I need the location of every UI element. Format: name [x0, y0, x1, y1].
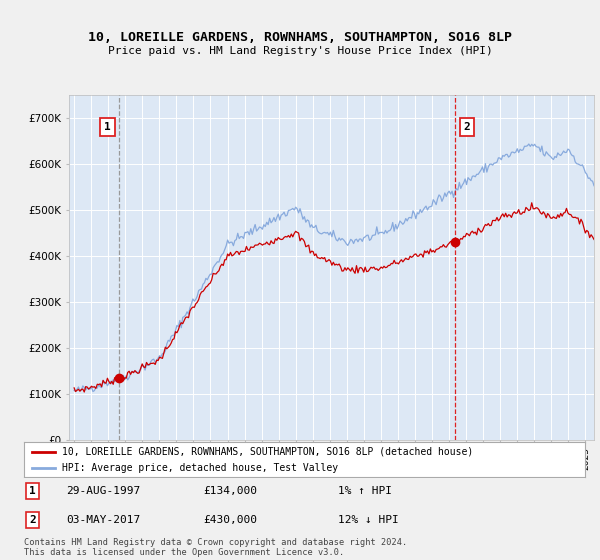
Text: £134,000: £134,000 — [203, 486, 257, 496]
Text: £430,000: £430,000 — [203, 515, 257, 525]
Text: 10, LOREILLE GARDENS, ROWNHAMS, SOUTHAMPTON, SO16 8LP: 10, LOREILLE GARDENS, ROWNHAMS, SOUTHAMP… — [88, 31, 512, 44]
Text: 2: 2 — [463, 122, 470, 132]
Text: HPI: Average price, detached house, Test Valley: HPI: Average price, detached house, Test… — [62, 463, 338, 473]
Text: 10, LOREILLE GARDENS, ROWNHAMS, SOUTHAMPTON, SO16 8LP (detached house): 10, LOREILLE GARDENS, ROWNHAMS, SOUTHAMP… — [62, 447, 473, 457]
Text: 1: 1 — [104, 122, 111, 132]
Text: 12% ↓ HPI: 12% ↓ HPI — [338, 515, 399, 525]
Text: Contains HM Land Registry data © Crown copyright and database right 2024.
This d: Contains HM Land Registry data © Crown c… — [24, 538, 407, 557]
Text: 2: 2 — [29, 515, 36, 525]
Text: 1% ↑ HPI: 1% ↑ HPI — [338, 486, 392, 496]
Text: 29-AUG-1997: 29-AUG-1997 — [66, 486, 140, 496]
Text: 03-MAY-2017: 03-MAY-2017 — [66, 515, 140, 525]
Text: Price paid vs. HM Land Registry's House Price Index (HPI): Price paid vs. HM Land Registry's House … — [107, 46, 493, 56]
Text: 1: 1 — [29, 486, 36, 496]
